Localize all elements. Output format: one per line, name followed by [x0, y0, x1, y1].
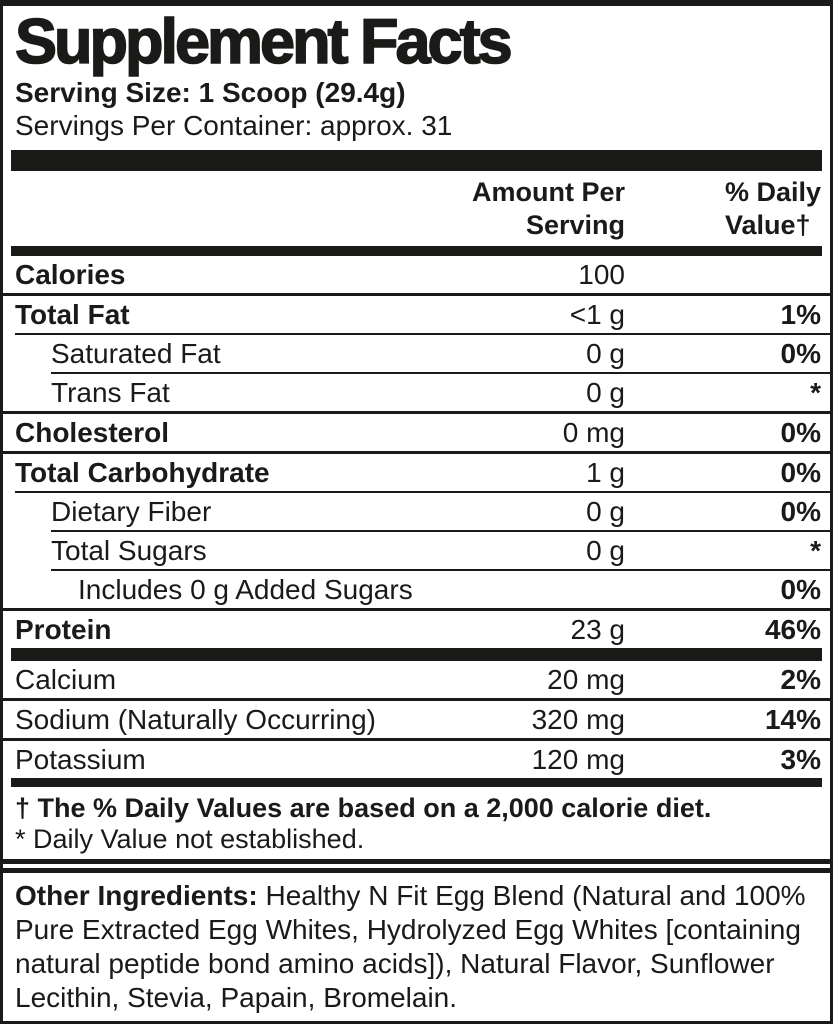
row-separator — [3, 738, 830, 741]
thick-rule-after-protein — [11, 648, 822, 661]
table-row-calories: Calories 100 — [15, 258, 625, 290]
table-row-added-sugars: Includes 0 g Added Sugars 0% — [78, 573, 821, 605]
amount-per-serving-header: Amount Per Serving — [471, 177, 625, 240]
row-separator — [3, 411, 830, 414]
table-row-total-fat: Total Fat <1 g 1% — [15, 298, 821, 330]
other-ingredients: Other Ingredients: Healthy N Fit Egg Ble… — [3, 873, 830, 1021]
table-row-protein: Protein 23 g 46% — [15, 613, 821, 645]
daily-value-footnote: † The % Daily Values are based on a 2,00… — [15, 793, 712, 823]
column-headers: Amount Per Serving % Daily Value† — [3, 171, 830, 246]
column-header-spacer — [15, 176, 425, 242]
row-separator — [3, 451, 830, 454]
row-separator — [15, 333, 830, 335]
table-row-trans-fat: Trans Fat 0 g * — [51, 376, 821, 408]
not-established-footnote: * Daily Value not established. — [15, 824, 365, 854]
table-row-total-carbohydrate: Total Carbohydrate 1 g 0% — [15, 456, 821, 488]
medium-rule-after-minerals — [11, 778, 822, 787]
row-separator — [3, 698, 830, 701]
percent-daily-value-header: % Daily Value† — [724, 177, 821, 240]
row-separator — [15, 491, 830, 493]
table-row-saturated-fat: Saturated Fat 0 g 0% — [51, 337, 821, 369]
label-header: Supplement Facts Serving Size: 1 Scoop (… — [3, 6, 830, 142]
table-row-sodium: Sodium (Naturally Occurring) 320 mg 14% — [15, 703, 821, 735]
row-separator — [3, 608, 830, 611]
table-row-cholesterol: Cholesterol 0 mg 0% — [15, 416, 821, 448]
row-separator — [51, 569, 830, 571]
table-row-dietary-fiber: Dietary Fiber 0 g 0% — [51, 495, 821, 527]
table-row-total-sugars: Total Sugars 0 g * — [51, 534, 821, 566]
footnotes: † The % Daily Values are based on a 2,00… — [3, 787, 830, 859]
page-title: Supplement Facts — [14, 7, 513, 77]
row-separator — [51, 372, 830, 374]
double-rule-separator — [3, 859, 830, 873]
row-separator — [51, 530, 830, 532]
table-row-calcium: Calcium 20 mg 2% — [15, 663, 821, 695]
serving-size: Serving Size: 1 Scoop (29.4g) — [15, 77, 406, 108]
table-row-potassium: Potassium 120 mg 3% — [15, 743, 821, 775]
other-ingredients-label: Other Ingredients: — [15, 880, 258, 911]
thick-rule-top — [11, 150, 822, 171]
medium-rule-under-headers — [11, 246, 822, 256]
servings-per-container: Servings Per Container: approx. 31 — [15, 110, 453, 141]
other-ingredients-text: Healthy N Fit Egg Blend (Natural and 100… — [15, 880, 806, 1013]
row-separator — [3, 293, 830, 296]
